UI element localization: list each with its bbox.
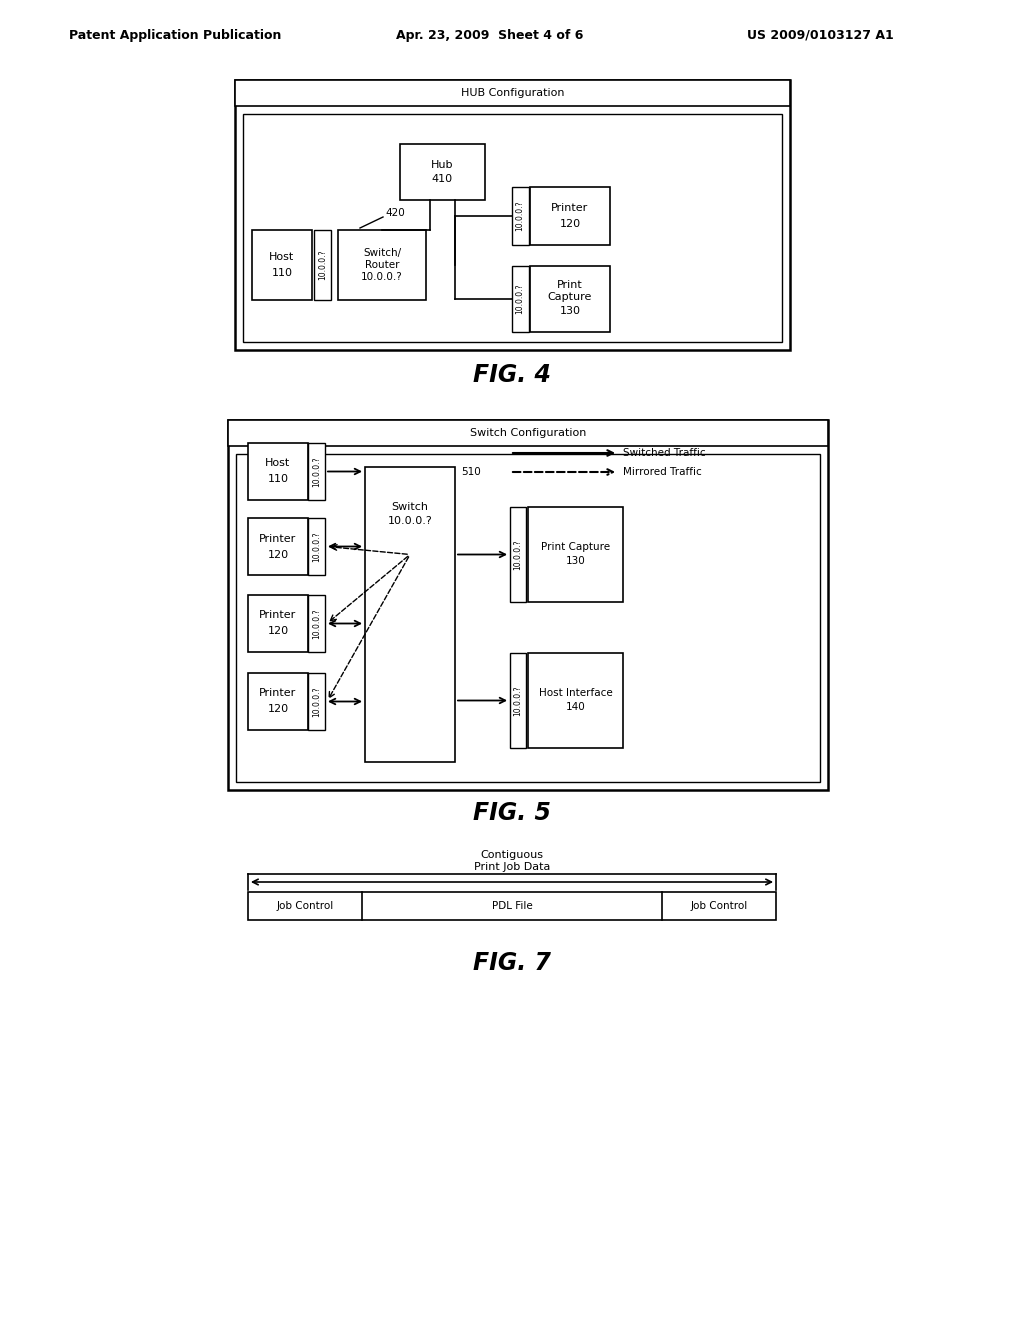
Text: FIG. 7: FIG. 7 [473,950,551,975]
Bar [248,444,308,500]
Bar [510,507,526,602]
Text: 120: 120 [267,549,289,560]
Bar [338,230,426,300]
Text: 110: 110 [267,474,289,484]
Text: 10.0.0.?: 10.0.0.? [312,457,321,487]
Text: Switch Configuration: Switch Configuration [470,428,586,438]
Text: Printer: Printer [551,203,589,213]
Bar [365,467,455,762]
Bar [308,595,325,652]
Bar [252,230,312,300]
Text: Printer: Printer [259,533,297,544]
Text: 10.0.0.?: 10.0.0.? [513,540,522,570]
Text: HUB Configuration: HUB Configuration [461,88,564,98]
Bar [308,517,325,576]
Bar [528,507,623,602]
Bar [530,267,610,333]
Text: Capture: Capture [548,292,592,302]
Text: Router: Router [365,260,399,271]
Text: US 2009/0103127 A1: US 2009/0103127 A1 [746,29,893,41]
Text: 510: 510 [461,467,480,477]
Bar [530,187,610,246]
Text: 140: 140 [565,702,586,713]
Bar [228,420,828,789]
Text: Apr. 23, 2009  Sheet 4 of 6: Apr. 23, 2009 Sheet 4 of 6 [396,29,584,41]
Bar [236,454,820,781]
Bar [308,444,325,500]
Text: 10.0.0.?: 10.0.0.? [312,686,321,717]
Text: Print Job Data: Print Job Data [474,862,550,873]
Text: 10.0.0.?: 10.0.0.? [515,284,524,314]
Bar [248,673,308,730]
Text: 420: 420 [385,209,404,218]
Text: 10.0.0.?: 10.0.0.? [388,516,432,525]
Bar [248,892,776,920]
Text: 130: 130 [565,557,586,566]
Text: 10.0.0.?: 10.0.0.? [361,272,402,282]
Text: Host: Host [265,458,291,469]
Text: Mirrored Traffic: Mirrored Traffic [623,467,701,477]
Text: Job Control: Job Control [690,902,748,911]
Text: Job Control: Job Control [276,902,334,911]
Bar [314,230,331,300]
Text: Host: Host [269,252,295,261]
Text: PDL File: PDL File [492,902,532,911]
Text: Print: Print [557,280,583,290]
Text: Patent Application Publication: Patent Application Publication [69,29,282,41]
Bar [512,187,529,246]
Text: 10.0.0.?: 10.0.0.? [513,685,522,715]
Bar [512,267,529,333]
Text: 120: 120 [267,627,289,636]
Bar [248,517,308,576]
Bar [234,81,790,106]
Bar [308,673,325,730]
Text: FIG. 4: FIG. 4 [473,363,551,387]
Bar [248,595,308,652]
Text: Switch: Switch [391,502,428,512]
Text: 410: 410 [432,174,453,183]
Text: 110: 110 [271,268,293,279]
Bar [234,81,790,350]
Bar [528,653,623,748]
Bar [400,144,485,201]
Text: Printer: Printer [259,610,297,620]
Text: FIG. 5: FIG. 5 [473,801,551,825]
Text: Printer: Printer [259,689,297,698]
Bar [243,114,782,342]
Text: Contiguous: Contiguous [480,850,544,861]
Text: Hub: Hub [431,160,454,170]
Text: 10.0.0.?: 10.0.0.? [312,609,321,639]
Text: 120: 120 [559,219,581,228]
Text: 10.0.0.?: 10.0.0.? [318,249,327,280]
Text: 120: 120 [267,705,289,714]
Text: Switched Traffic: Switched Traffic [623,447,706,458]
Bar [510,653,526,748]
Text: Print Capture: Print Capture [541,543,610,553]
Text: 10.0.0.?: 10.0.0.? [515,201,524,231]
Bar [228,420,828,446]
Text: Switch/: Switch/ [362,248,401,257]
Text: 130: 130 [559,306,581,315]
Text: 10.0.0.?: 10.0.0.? [312,531,321,562]
Text: Host Interface: Host Interface [539,689,612,698]
